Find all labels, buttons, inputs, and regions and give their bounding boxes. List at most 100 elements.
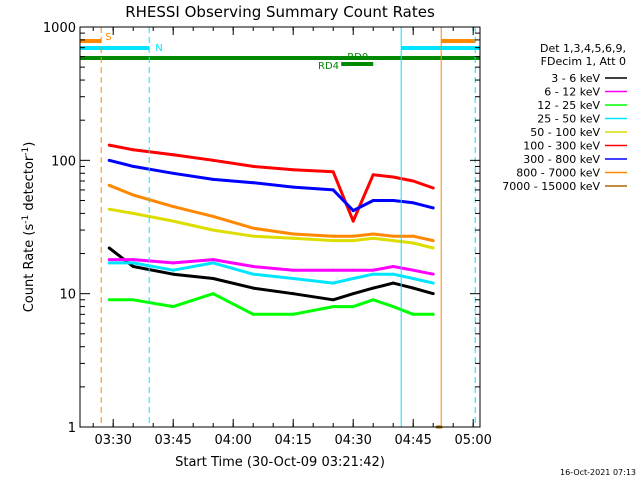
series-point <box>211 158 215 162</box>
series-point <box>107 246 111 250</box>
y-axis-label-end: ) <box>22 142 37 147</box>
series-point <box>171 268 175 272</box>
series-point <box>291 168 295 172</box>
x-tick-label: 04:45 <box>394 433 431 448</box>
series-point <box>171 171 175 175</box>
series-point <box>211 214 215 218</box>
series-point <box>251 312 255 316</box>
y-tick-label: 100 <box>51 154 76 169</box>
x-tick-label: 05:00 <box>454 433 491 448</box>
series-point <box>171 153 175 157</box>
series-point <box>351 209 355 213</box>
flag-bars: SNRD0RD4 <box>80 32 480 72</box>
series-point <box>351 276 355 280</box>
data-series <box>107 143 443 429</box>
series-line <box>108 207 434 250</box>
axes: 03:30 03:45 04:00 04:15 04:30 04:45 05:00 1 10 10… <box>43 21 492 448</box>
series-point <box>131 211 135 215</box>
y-axis-label-main: Count Rate (s <box>22 224 37 313</box>
legend-label: 3 - 6 keV <box>551 72 600 85</box>
y-tick-label: 1000 <box>43 21 76 36</box>
legend-header: FDecim 1, Att 0 <box>541 55 626 68</box>
series-point <box>171 219 175 223</box>
series-point <box>331 234 335 238</box>
series-point <box>431 281 435 285</box>
chart-title: RHESSI Observing Summary Count Rates <box>125 3 435 21</box>
series-point <box>351 239 355 243</box>
y-tick-label: 1 <box>68 421 76 436</box>
plot-timestamp: 16-Oct-2021 07:13 <box>560 468 636 477</box>
series-point <box>391 175 395 179</box>
series-point <box>431 272 435 276</box>
series-point <box>291 232 295 236</box>
series-point <box>211 292 215 296</box>
series-point <box>391 305 395 309</box>
series-line <box>108 143 434 223</box>
series-point <box>431 246 435 250</box>
series-point <box>291 236 295 240</box>
legend-label: 12 - 25 keV <box>537 99 600 112</box>
y-tick-label: 10 <box>59 288 76 303</box>
legend-label: 7000 - 15000 keV <box>502 180 600 193</box>
legend-label: 300 - 800 keV <box>523 153 600 166</box>
series-point <box>211 261 215 265</box>
series-point <box>431 206 435 210</box>
series-point <box>211 177 215 181</box>
legend-label: 6 - 12 keV <box>544 86 600 99</box>
series-point <box>331 170 335 174</box>
series-point <box>131 148 135 152</box>
series-point <box>291 276 295 280</box>
series-point <box>331 281 335 285</box>
series-line <box>109 261 434 285</box>
series-point <box>251 286 255 290</box>
x-tick-label: 04:15 <box>274 433 311 448</box>
series-point <box>411 268 415 272</box>
series-point <box>251 226 255 230</box>
series-point <box>331 239 335 243</box>
series-point <box>371 232 375 236</box>
series-point <box>211 276 215 280</box>
series-point <box>411 179 415 183</box>
series-point <box>171 272 175 276</box>
series-point <box>291 312 295 316</box>
flag-label-n: N <box>155 43 162 54</box>
series-point <box>371 272 375 276</box>
series-point <box>351 292 355 296</box>
series-point <box>431 239 435 243</box>
series-point <box>131 261 135 265</box>
series-point <box>351 219 355 223</box>
legend-label: 25 - 50 keV <box>537 113 600 126</box>
series-point <box>107 183 111 187</box>
series-point <box>351 268 355 272</box>
series-point <box>251 181 255 185</box>
series-line <box>109 292 434 316</box>
x-tick-label: 03:45 <box>154 433 191 448</box>
y-axis-label-sup2: -1 <box>21 147 31 156</box>
series-point <box>391 198 395 202</box>
flag-label-rd4: RD4 <box>318 61 339 72</box>
series-point <box>371 268 375 272</box>
series-line <box>108 246 434 302</box>
series-point <box>251 272 255 276</box>
series-point <box>371 173 375 177</box>
series-point <box>131 258 135 262</box>
series-point <box>411 312 415 316</box>
flag-label-s: S <box>105 32 111 43</box>
series-point <box>331 305 335 309</box>
series-point <box>107 261 111 265</box>
y-axis-label-sup1: -1 <box>21 215 31 224</box>
y-axis-label-mid: detector <box>22 155 37 215</box>
series-point <box>131 193 135 197</box>
series-point <box>291 268 295 272</box>
series-point <box>251 264 255 268</box>
series-point <box>371 236 375 240</box>
series-point <box>391 272 395 276</box>
series-point <box>391 234 395 238</box>
series-point <box>107 158 111 162</box>
series-point <box>391 239 395 243</box>
x-tick-label: 04:00 <box>214 433 251 448</box>
plot-frame <box>79 26 481 428</box>
series-point <box>107 258 111 262</box>
series-point <box>351 234 355 238</box>
